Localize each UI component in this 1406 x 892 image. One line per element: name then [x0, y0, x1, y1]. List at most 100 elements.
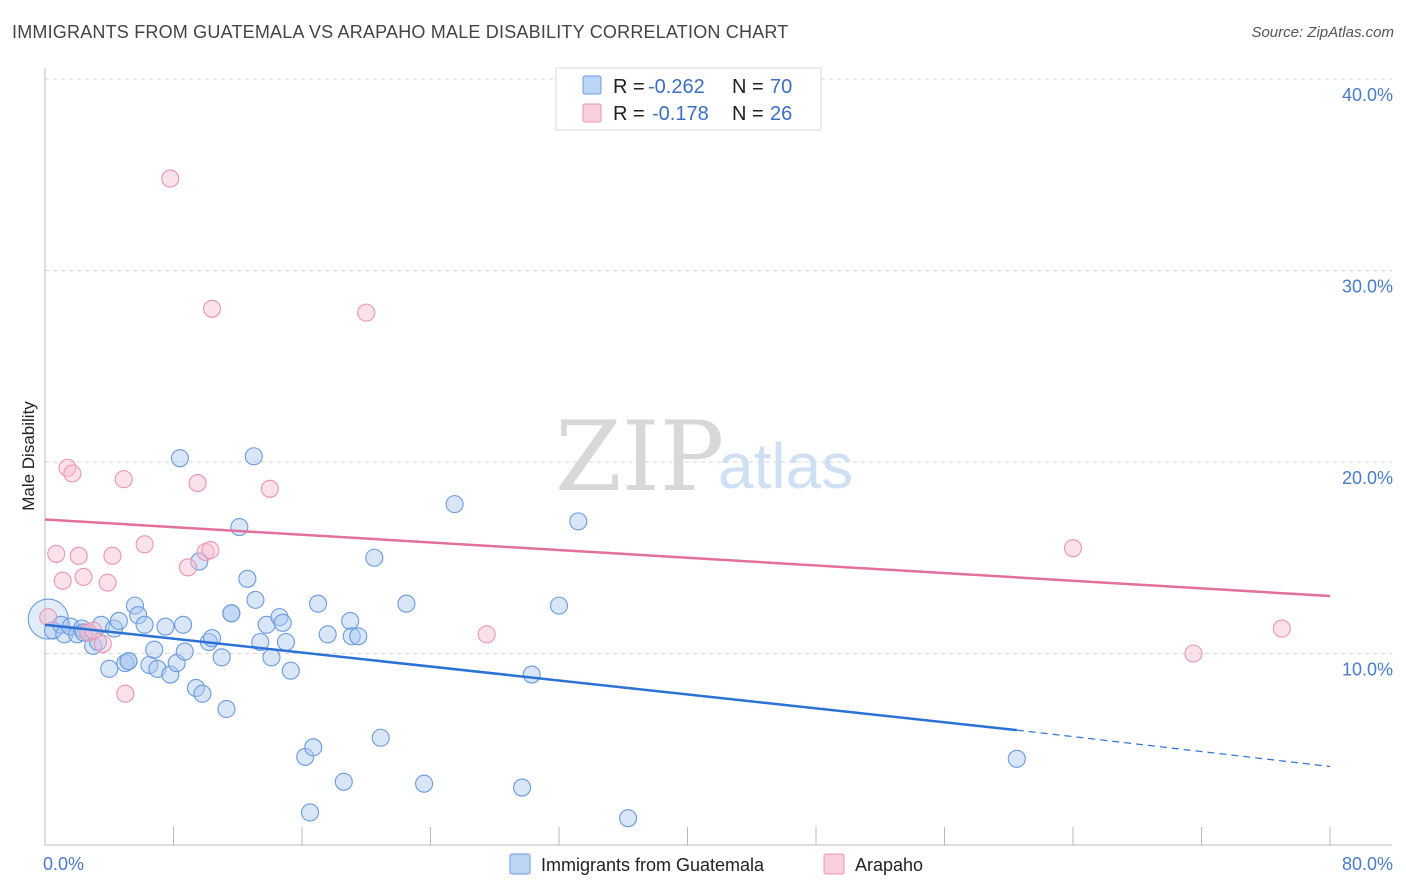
point-guatemala — [244, 447, 263, 466]
grid — [45, 78, 1392, 654]
y-tick-label: 10.0% — [1342, 660, 1393, 680]
point-guatemala — [342, 627, 361, 646]
point-guatemala — [365, 548, 384, 567]
stats-legend-box: R = -0.262 N = 70 R = -0.178 N = 26 — [555, 67, 822, 131]
point-arapaho — [98, 573, 117, 592]
y-tick-label: 40.0% — [1342, 85, 1393, 105]
point-guatemala — [109, 611, 128, 630]
point-guatemala — [569, 512, 588, 531]
point-guatemala — [230, 518, 249, 537]
point-guatemala — [349, 627, 368, 646]
point-guatemala — [246, 590, 265, 609]
point-guatemala — [145, 640, 164, 659]
stats-r-label-1: R = — [613, 76, 645, 98]
point-arapaho — [93, 634, 112, 653]
legend-label-arapaho: Arapaho — [855, 855, 923, 875]
point-arapaho — [188, 474, 207, 493]
stats-r-value-1: -0.262 — [648, 76, 705, 98]
point-guatemala — [129, 606, 148, 625]
stats-n-value-1: 70 — [770, 76, 792, 98]
point-arapaho — [47, 544, 66, 563]
trend-lines — [44, 518, 1331, 768]
point-arapaho — [203, 299, 222, 318]
stats-swatch-blue — [582, 75, 602, 95]
point-guatemala — [341, 611, 360, 630]
point-arapaho — [74, 567, 93, 586]
point-arapaho — [69, 546, 88, 565]
point-guatemala — [549, 596, 569, 615]
tick-labels: 10.0% 20.0% 30.0% 40.0% 0.0% 80.0% — [43, 85, 1393, 874]
point-guatemala — [156, 617, 175, 636]
point-arapaho — [135, 535, 154, 554]
point-guatemala — [371, 728, 390, 747]
chart-title: IMMIGRANTS FROM GUATEMALA VS ARAPAHO MAL… — [12, 22, 789, 42]
point-guatemala — [251, 632, 270, 652]
stats-n-label-2: N = — [732, 103, 764, 125]
point-guatemala — [522, 665, 541, 684]
x-tick-label-max: 80.0% — [1342, 854, 1393, 874]
x-tick-label-min: 0.0% — [43, 854, 84, 874]
point-guatemala — [445, 495, 464, 514]
trend-line-arapaho — [44, 518, 1331, 598]
series-guatemala-points — [27, 447, 1026, 828]
point-arapaho — [1063, 539, 1083, 558]
point-guatemala — [100, 659, 119, 678]
point-guatemala — [397, 594, 416, 613]
legend-label-guatemala: Immigrants from Guatemala — [541, 855, 765, 875]
stats-r-label-2: R = — [613, 103, 645, 125]
watermark: ZIP atlas — [555, 401, 853, 513]
legend-swatch-arapaho — [823, 853, 845, 875]
point-guatemala — [119, 652, 138, 671]
trend-line-guatemala-extension — [1016, 729, 1331, 768]
legend-swatch-guatemala — [509, 853, 531, 875]
y-tick-label: 30.0% — [1342, 277, 1393, 297]
point-arapaho — [161, 169, 180, 188]
point-arapaho — [114, 470, 133, 489]
point-guatemala — [116, 654, 135, 673]
bottom-legend: Immigrants from Guatemala Arapaho — [509, 853, 923, 875]
y-axis-title: Male Disability — [19, 401, 38, 511]
point-guatemala — [309, 594, 328, 613]
point-guatemala — [281, 661, 300, 680]
point-arapaho — [1272, 619, 1291, 638]
point-guatemala — [276, 632, 295, 652]
point-guatemala — [212, 648, 231, 667]
point-guatemala — [174, 615, 193, 634]
point-arapaho — [201, 541, 220, 560]
point-guatemala — [318, 625, 337, 644]
point-guatemala — [513, 778, 532, 797]
point-guatemala — [217, 699, 236, 719]
point-guatemala — [273, 613, 292, 632]
point-arapaho — [63, 464, 82, 483]
point-guatemala — [1007, 749, 1026, 768]
point-guatemala — [222, 604, 241, 623]
stats-n-value-2: 26 — [770, 103, 792, 125]
point-guatemala — [238, 569, 257, 588]
point-guatemala — [125, 596, 144, 615]
point-guatemala — [190, 552, 209, 571]
y-tick-label: 20.0% — [1342, 468, 1393, 488]
point-guatemala — [193, 684, 212, 703]
trend-line-guatemala — [44, 623, 1017, 732]
point-guatemala — [270, 608, 289, 627]
point-arapaho — [1184, 644, 1203, 663]
stats-swatch-pink — [582, 103, 602, 123]
stats-n-label-1: N = — [732, 76, 764, 98]
watermark-zip: ZIP — [555, 401, 724, 513]
axes — [44, 68, 1392, 846]
point-guatemala — [175, 642, 194, 661]
point-arapaho — [260, 479, 279, 498]
point-guatemala — [161, 665, 180, 684]
point-guatemala — [300, 803, 320, 822]
point-arapaho — [103, 546, 122, 565]
point-guatemala — [304, 738, 323, 757]
stats-r-value-2: -0.178 — [652, 103, 709, 125]
point-guatemala — [262, 648, 281, 667]
point-arapaho — [178, 558, 198, 577]
point-arapaho — [357, 303, 376, 322]
point-guatemala — [415, 774, 434, 793]
point-guatemala — [619, 809, 638, 828]
point-arapaho — [477, 625, 496, 644]
point-arapaho — [39, 608, 58, 627]
